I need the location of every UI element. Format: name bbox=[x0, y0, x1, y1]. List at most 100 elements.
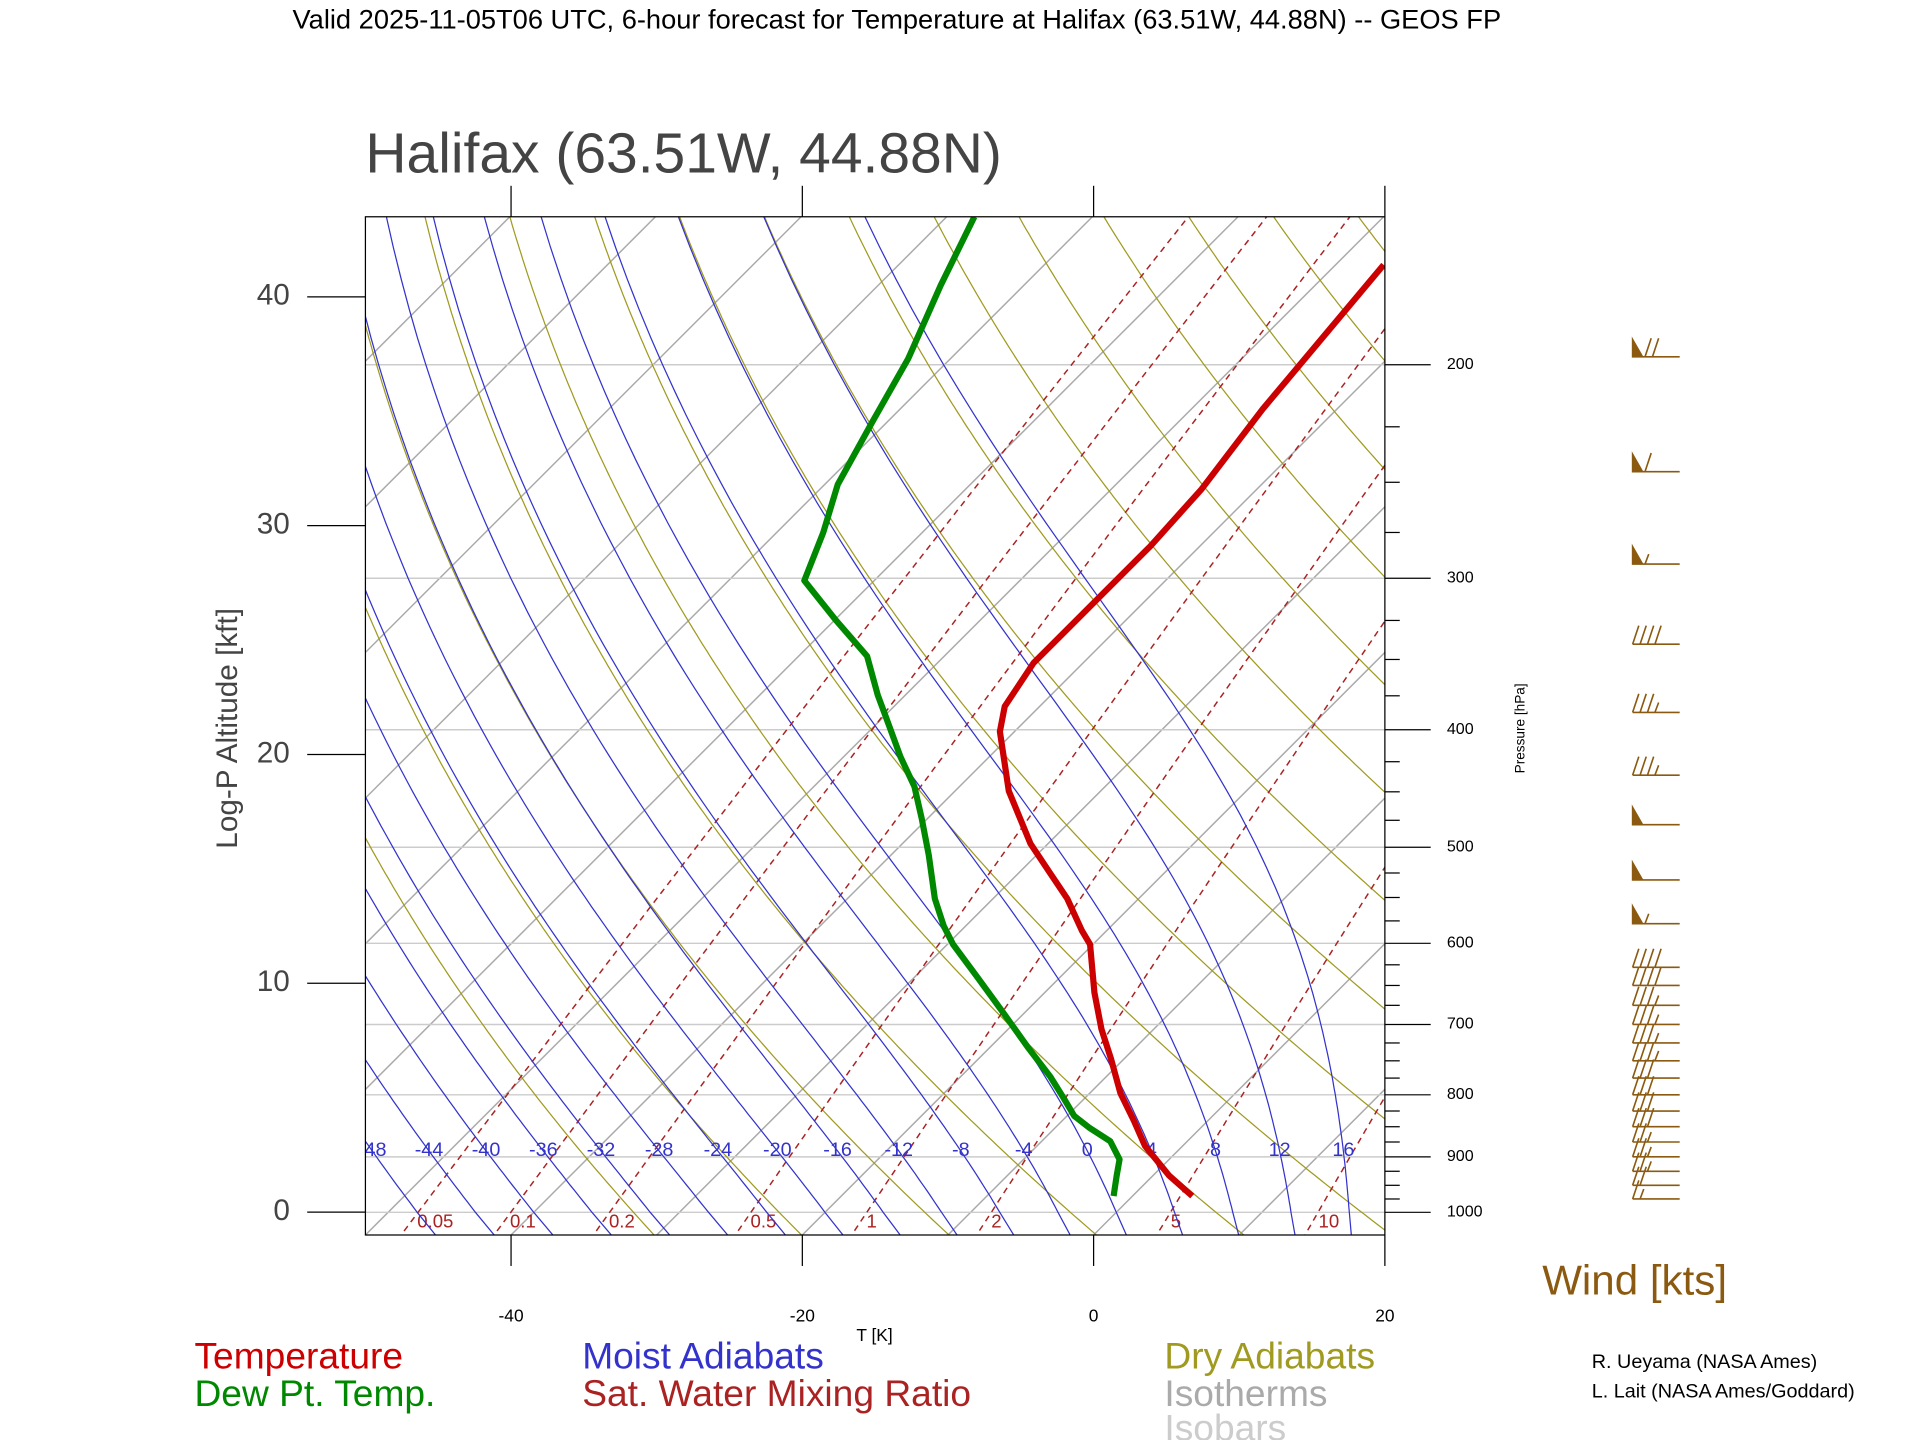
mixing-ratio-line bbox=[592, 216, 1351, 1235]
mixing-ratio-label: 2 bbox=[991, 1211, 1001, 1232]
wind-barb bbox=[1631, 1107, 1680, 1128]
legend-entry: Isotherms bbox=[1164, 1372, 1327, 1414]
wind-barb bbox=[1631, 966, 1680, 987]
series-line bbox=[996, 262, 1385, 1199]
axes: -40 -20 0 200102030401000900800700600500400… bbox=[194, 185, 1680, 1440]
legend-entry: Dry Adiabats bbox=[1164, 1335, 1375, 1377]
mixing-ratio-line bbox=[1304, 1095, 1385, 1235]
moist-adiabat bbox=[677, 216, 1240, 1235]
wind-barb bbox=[1631, 451, 1680, 473]
y2-tick-label: 300 bbox=[1447, 569, 1474, 587]
dry-adiabat bbox=[1187, 216, 1385, 471]
moist-adiabat bbox=[365, 313, 901, 1235]
moist-adiabat-label: -16 bbox=[823, 1139, 852, 1161]
wind-barb bbox=[1631, 336, 1680, 358]
moist-adiabat bbox=[365, 588, 787, 1235]
isotherm bbox=[1238, 1088, 1385, 1235]
wind-barb bbox=[1631, 1123, 1680, 1143]
moist-adiabat-label: -4 bbox=[1015, 1139, 1033, 1161]
isotherm bbox=[1676, 217, 1920, 1235]
moist-adiabat bbox=[483, 216, 1071, 1235]
isotherm bbox=[0, 217, 364, 1235]
dry-adiabat bbox=[365, 605, 803, 1235]
y-axis-label: Log-P Altitude [kft] bbox=[211, 608, 244, 849]
legend-entry: Dew Pt. Temp. bbox=[194, 1372, 435, 1414]
wind-barb bbox=[1631, 1137, 1680, 1158]
credit: R. Ueyama (NASA Ames) bbox=[1592, 1351, 1818, 1373]
wind-label: Wind [kts] bbox=[1542, 1256, 1727, 1303]
x-tick-label: 20 bbox=[1375, 1305, 1394, 1325]
moist-adiabat bbox=[365, 1058, 495, 1235]
wind-barb bbox=[1631, 1092, 1680, 1112]
wind-barb bbox=[1631, 625, 1680, 646]
wind-barb bbox=[1631, 986, 1680, 1007]
y-tick-label: 30 bbox=[257, 508, 290, 541]
x-tick-label: -20 bbox=[790, 1305, 815, 1325]
isotherm bbox=[656, 505, 1385, 1235]
legend-entry: Temperature bbox=[194, 1335, 403, 1377]
isotherm bbox=[510, 360, 1385, 1235]
plot-area: 0.05 0.1 0.2 0.5 1 2 5 10-48 -44 -40 -36 -32 -28 -24-… bbox=[0, 214, 1920, 1240]
y2-tick-label: 200 bbox=[1447, 355, 1474, 373]
dry-adiabat bbox=[1018, 216, 1385, 686]
moist-adiabat-label: -8 bbox=[952, 1139, 970, 1161]
moist-adiabat-label: 8 bbox=[1210, 1139, 1221, 1161]
y-tick-label: 0 bbox=[273, 1194, 290, 1227]
dry-adiabat bbox=[678, 216, 1385, 1120]
y-tick-label: 20 bbox=[257, 736, 290, 769]
moist-adiabat bbox=[365, 795, 671, 1235]
moist-adiabat-label: -12 bbox=[884, 1139, 913, 1161]
dry-adiabat bbox=[1865, 214, 1920, 1240]
wind-barb bbox=[1631, 1005, 1680, 1026]
mixing-ratio-label: 5 bbox=[1171, 1211, 1181, 1232]
y2-tick-label: 600 bbox=[1447, 934, 1474, 952]
isotherm bbox=[365, 216, 1385, 1235]
mixing-ratio-line bbox=[975, 619, 1385, 1235]
dry-adiabat bbox=[933, 216, 1385, 794]
x-tick-label: -40 bbox=[499, 1305, 524, 1325]
mixing-ratio-label: 0.5 bbox=[750, 1211, 776, 1232]
isotherm bbox=[1093, 942, 1385, 1235]
wind-barb bbox=[1631, 948, 1680, 969]
mixing-ratio-line bbox=[1155, 865, 1385, 1235]
isotherm bbox=[947, 797, 1385, 1235]
wind-barb bbox=[1631, 1075, 1680, 1096]
moist-adiabat bbox=[365, 887, 613, 1235]
legend-entry: Sat. Water Mixing Ratio bbox=[582, 1372, 971, 1414]
moist-adiabat-label: -20 bbox=[763, 1139, 792, 1161]
dry-adiabat bbox=[1357, 216, 1385, 253]
legend-entry: Moist Adiabats bbox=[582, 1335, 824, 1377]
y2-tick-label: 700 bbox=[1447, 1015, 1474, 1033]
moist-adiabat-label: 0 bbox=[1082, 1139, 1093, 1161]
x-axis-label: T [K] bbox=[856, 1325, 892, 1345]
isotherm bbox=[365, 216, 1239, 1091]
dry-adiabat bbox=[365, 322, 950, 1235]
mixing-ratio-label: 0.1 bbox=[510, 1211, 536, 1232]
wind-barb bbox=[1631, 1166, 1680, 1187]
wind-barb bbox=[1631, 903, 1680, 925]
mixing-ratio-line bbox=[493, 216, 1268, 1235]
legend-entry: Isobars bbox=[1164, 1407, 1286, 1440]
wind-barb bbox=[1631, 1059, 1680, 1079]
moist-adiabat-label: -28 bbox=[645, 1139, 674, 1161]
isotherm bbox=[365, 216, 802, 654]
moist-adiabat bbox=[432, 216, 1015, 1235]
dry-adiabat bbox=[1696, 214, 1920, 1240]
dry-adiabat bbox=[1526, 214, 1920, 1240]
dry-adiabat bbox=[1780, 214, 1920, 1240]
moist-adiabat-label: 16 bbox=[1332, 1139, 1354, 1161]
moist-adiabat-label: -32 bbox=[587, 1139, 616, 1161]
mixing-ratio-line bbox=[400, 216, 1190, 1235]
isotherm bbox=[365, 216, 1093, 945]
moist-adiabat bbox=[365, 974, 554, 1235]
moist-adiabat bbox=[763, 216, 1296, 1235]
isotherm bbox=[0, 217, 219, 1235]
isotherm bbox=[801, 651, 1385, 1235]
y2-axis-label: Pressure [hPa] bbox=[1513, 683, 1528, 773]
mixing-ratio-label: 1 bbox=[867, 1211, 877, 1232]
dry-adiabat bbox=[365, 836, 655, 1235]
moist-adiabat-label: -36 bbox=[529, 1139, 558, 1161]
dry-adiabat bbox=[848, 216, 1385, 902]
y2-tick-label: 400 bbox=[1447, 720, 1474, 738]
